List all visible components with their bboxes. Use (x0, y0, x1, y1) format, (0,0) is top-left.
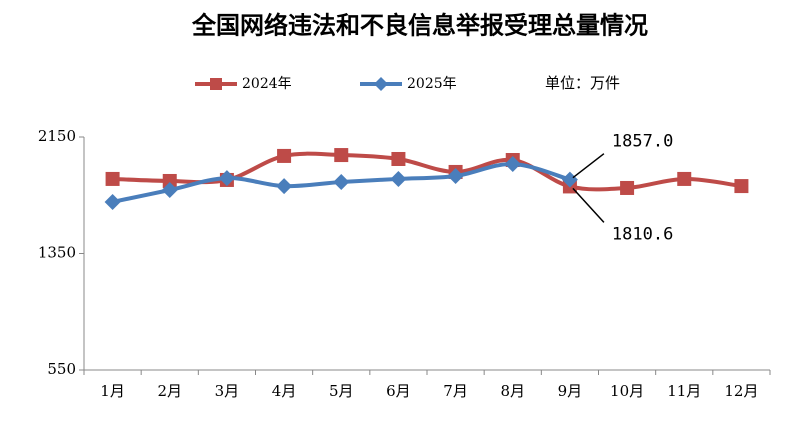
marker (276, 178, 293, 195)
series-line (112, 151, 742, 192)
marker (104, 193, 121, 210)
marker (162, 173, 177, 188)
marker (390, 170, 407, 187)
y-tick-label: 550 (47, 360, 76, 378)
y-tick-label: 1350 (38, 244, 76, 262)
x-tick-label: 1月 (100, 382, 125, 400)
x-tick-label: 12月 (724, 382, 758, 400)
y-tick-label: 2150 (38, 127, 76, 145)
x-tick-label: 5月 (329, 382, 354, 400)
marker (334, 148, 349, 163)
marker (333, 173, 350, 190)
x-tick-label: 7月 (443, 382, 468, 400)
marker (105, 171, 120, 186)
x-tick-label: 4月 (272, 382, 297, 400)
marker (218, 170, 235, 187)
marker (277, 148, 292, 163)
annotation-arrow (572, 187, 605, 223)
unit-label: 单位：万件 (545, 74, 620, 92)
legend-label: 2024年 (242, 76, 292, 92)
x-tick-label: 3月 (215, 382, 240, 400)
chart-title: 全国网络违法和不良信息举报受理总量情况 (191, 11, 648, 40)
x-tick-label: 11月 (667, 382, 701, 400)
marker (677, 171, 692, 186)
marker (734, 179, 749, 194)
data-label: 1857.0 (612, 132, 673, 152)
marker (504, 155, 521, 172)
legend-label: 2025年 (407, 76, 457, 92)
marker (620, 180, 635, 195)
marker (391, 151, 406, 166)
x-tick-label: 6月 (386, 382, 411, 400)
x-tick-label: 10月 (610, 382, 644, 400)
marker (374, 77, 388, 91)
marker (210, 78, 222, 90)
data-label: 1810.6 (612, 224, 673, 244)
marker (561, 171, 578, 188)
x-tick-label: 2月 (157, 382, 182, 400)
annotation-arrow (572, 153, 605, 179)
marker (447, 168, 464, 185)
x-tick-label: 9月 (558, 382, 583, 400)
x-tick-label: 8月 (500, 382, 525, 400)
marker (161, 182, 178, 199)
